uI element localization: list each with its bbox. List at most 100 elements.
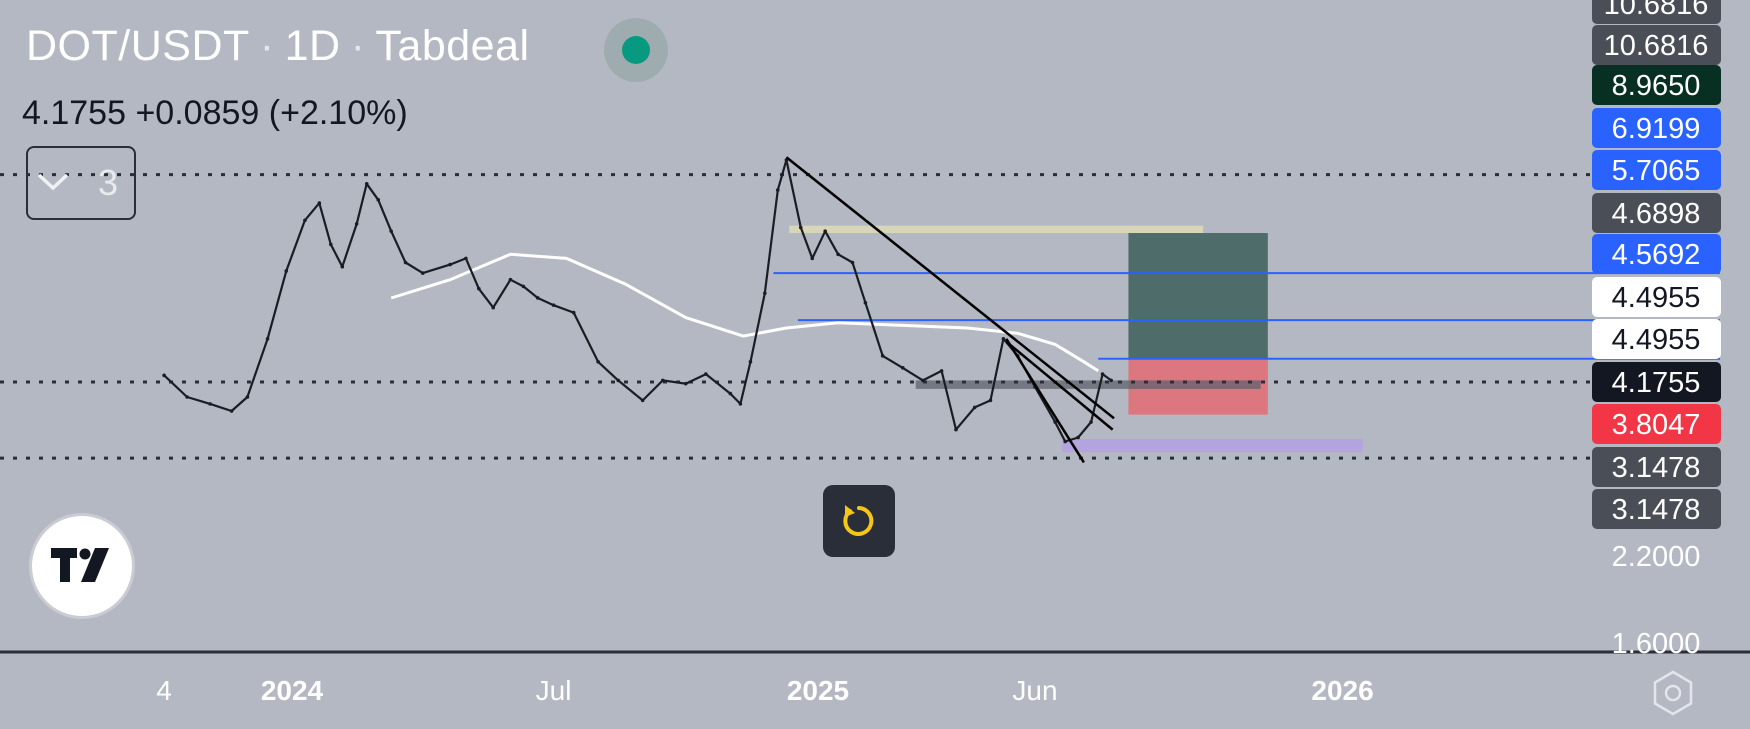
chevron-down-icon xyxy=(28,166,78,200)
price-point xyxy=(491,305,496,310)
separator: · xyxy=(259,22,275,70)
price-scale-badge xyxy=(1592,234,1721,274)
price-scale-badge xyxy=(1592,319,1721,359)
price-scale-label: 10.6816 xyxy=(1604,0,1709,21)
price-point xyxy=(880,354,885,358)
last-price: 4.1755 xyxy=(22,94,126,132)
price-point xyxy=(863,300,868,305)
price-point xyxy=(850,260,855,265)
trendline xyxy=(1005,340,1114,431)
price-change-percent: (+2.10%) xyxy=(268,94,408,132)
trendline xyxy=(785,156,1115,420)
price-axis[interactable]: 10.6816 10.6816 8.9650 6.9199 5.7065 4.6898 4.… xyxy=(1592,0,1721,660)
price-scale-label: 3.1478 xyxy=(1612,452,1701,484)
tradingview-logo-icon[interactable] xyxy=(32,516,132,616)
market-status-icon[interactable] xyxy=(604,18,668,82)
price-scale-label: 1.6000 xyxy=(1612,628,1701,660)
price-point xyxy=(921,378,925,383)
price-scale-label: 10.6816 xyxy=(1604,30,1709,62)
price-point xyxy=(683,381,688,386)
time-tick-label: 2026 xyxy=(1311,675,1373,706)
time-tick-label: Jun xyxy=(1012,675,1057,706)
price-point xyxy=(329,242,333,247)
time-tick-label: 2025 xyxy=(787,675,849,706)
gear-icon[interactable] xyxy=(1648,668,1698,718)
reset-icon xyxy=(843,505,874,536)
price-scale-label: 5.7065 xyxy=(1612,155,1701,187)
price-point xyxy=(836,252,840,257)
price-scale-badge xyxy=(1592,0,1721,24)
price-point xyxy=(704,372,708,376)
time-tick-label: Jul xyxy=(536,675,572,706)
price-scale-label: 3.8047 xyxy=(1612,409,1701,441)
moving-average-line xyxy=(390,252,1100,373)
price-point xyxy=(596,359,600,364)
price-point xyxy=(972,405,977,410)
ma-layer xyxy=(390,252,1100,373)
price-point xyxy=(1063,439,1067,444)
price-point xyxy=(640,398,645,403)
trendline xyxy=(1005,338,1085,464)
price-point xyxy=(229,409,234,413)
price-point xyxy=(763,291,767,296)
price-point xyxy=(1001,336,1006,341)
price-point xyxy=(616,378,621,383)
price-point xyxy=(728,391,733,396)
price-scale-badge xyxy=(1592,362,1721,402)
symbol-header[interactable]: DOT/USDT · 1D · Tabdeal xyxy=(26,22,530,71)
price-point xyxy=(521,284,526,289)
price-scale-badge xyxy=(1592,108,1721,148)
price-scale-label: 4.1755 xyxy=(1612,367,1701,399)
indicators-count: 3 xyxy=(98,162,119,203)
time-tick-label: 2024 xyxy=(261,675,324,706)
price-scale-badge xyxy=(1592,25,1721,65)
price-point xyxy=(448,262,452,267)
price-point xyxy=(477,286,481,291)
price-point xyxy=(1076,435,1080,440)
exchange-label: Tabdeal xyxy=(375,22,530,70)
price-point xyxy=(208,402,212,406)
price-point xyxy=(245,395,250,399)
zones-layer xyxy=(789,225,1363,453)
gain-zone xyxy=(1128,233,1268,359)
price-point xyxy=(389,229,393,233)
price-point xyxy=(403,260,408,265)
price-point xyxy=(185,395,189,399)
price-point xyxy=(303,218,307,223)
price-point xyxy=(162,373,166,378)
price-point xyxy=(265,336,270,341)
price-scale-label: 4.4955 xyxy=(1612,282,1701,314)
price-scale-label: 6.9199 xyxy=(1612,113,1701,145)
resistance-zone xyxy=(789,225,1204,234)
price-point xyxy=(939,369,944,373)
trendline-layer xyxy=(785,156,1115,464)
reset-chart-button[interactable] xyxy=(823,485,895,557)
quote-line: 4.1755 +0.0859 (+2.10%) xyxy=(22,94,408,133)
price-point xyxy=(660,378,665,383)
price-point xyxy=(988,398,993,403)
price-point xyxy=(551,303,556,307)
price-point xyxy=(1089,420,1093,424)
grey-band-zone xyxy=(915,380,1261,389)
price-scale-badge xyxy=(1592,447,1721,487)
price-point xyxy=(1100,372,1105,376)
symbol-name[interactable]: DOT/USDT xyxy=(26,22,250,70)
price-scale-badge xyxy=(1592,150,1721,190)
price-point xyxy=(823,229,827,233)
separator: · xyxy=(350,22,366,70)
price-scale-badge xyxy=(1592,277,1721,317)
time-tick-label: 4 xyxy=(156,675,172,706)
price-point xyxy=(810,256,815,261)
time-axis[interactable]: 4 2024 Jul 2025 Jun 2026 xyxy=(156,675,1373,706)
price-scale-label: 2.2000 xyxy=(1612,541,1701,573)
interval-label[interactable]: 1D xyxy=(284,22,341,70)
price-scale-badge xyxy=(1592,193,1721,233)
price-point xyxy=(535,296,540,300)
price-point xyxy=(571,310,576,315)
price-point xyxy=(317,201,322,205)
price-point xyxy=(798,225,803,230)
price-point xyxy=(900,366,905,370)
indicators-toggle-button[interactable]: 3 xyxy=(26,146,136,220)
